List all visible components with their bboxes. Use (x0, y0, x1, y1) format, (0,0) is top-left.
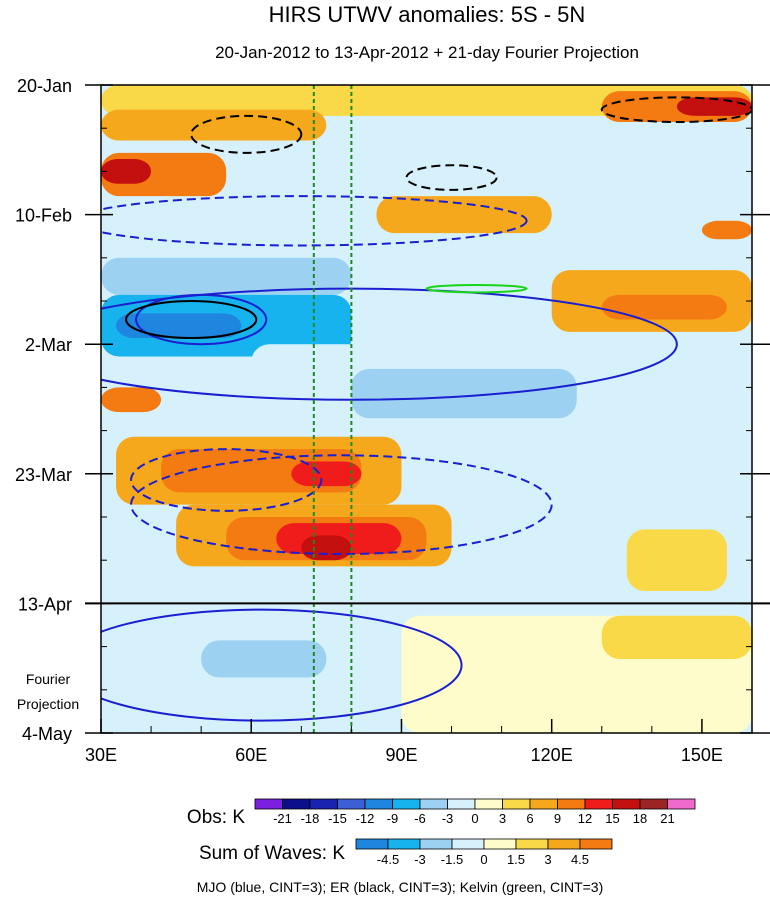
x-tick-label: 60E (235, 745, 267, 765)
er-contour (190, 114, 303, 154)
colorbar-swatch (529, 798, 558, 810)
colorbar-swatch (557, 798, 586, 810)
anomaly-band (351, 368, 577, 419)
chart-subtitle: 20-Jan-2012 to 13-Apr-2012 + 21-day Four… (215, 43, 639, 62)
colorbar-swatch (254, 798, 283, 810)
anomaly-band (301, 535, 352, 561)
mjo-contour (135, 293, 268, 346)
colorbar-level-label: -15 (328, 811, 347, 826)
colorbar-level-label: 4.5 (571, 852, 589, 867)
projection-label-line2: Projection (17, 696, 79, 712)
colorbar-level-label: 18 (633, 811, 647, 826)
x-axis: 30E 60E 90E 120E 150E (85, 719, 723, 765)
colorbar-swatch (392, 798, 421, 810)
obs-colorbar-label: Obs: K (187, 807, 245, 828)
colorbar-swatch (282, 798, 311, 810)
er-contour (125, 300, 258, 340)
mjo-contour (130, 448, 323, 512)
colorbar-swatch (337, 798, 366, 810)
y-tick-label: 13-Apr (18, 594, 72, 614)
colorbar-level-label: 3 (499, 811, 506, 826)
reference-longitudes (312, 85, 353, 733)
colorbar-level-label: 0 (471, 811, 478, 826)
plot-frame (100, 84, 753, 734)
colorbar-level-label: -18 (301, 811, 320, 826)
anomaly-band (101, 85, 752, 116)
colorbar-swatch (364, 798, 393, 810)
colorbar-level-label: -21 (273, 811, 292, 826)
anomaly-band (676, 97, 752, 116)
y-tick-label: 23-Mar (15, 465, 72, 485)
colorbar-level-label: -4.5 (377, 852, 399, 867)
colorbar-swatch (447, 798, 476, 810)
plot-area: 30E 60E 90E 120E 150E 20-Jan 10-Feb 2-Mar 23-Ma… (15, 76, 770, 765)
anomaly-band (291, 461, 362, 487)
anomaly-band (101, 387, 162, 413)
y-tick-label: 2-Mar (25, 335, 72, 355)
waves-colorbar-label: Sum of Waves: K (199, 843, 345, 864)
colorbar-level-label: 21 (660, 811, 674, 826)
colorbar-swatch (612, 798, 641, 810)
colorbar-level-label: -3 (442, 811, 454, 826)
colorbar-swatch (451, 838, 485, 850)
colorbar-swatch (547, 838, 581, 850)
colorbar-level-label: 9 (554, 811, 561, 826)
colorbar-swatch (667, 798, 696, 810)
y-tick-label: 10-Feb (15, 206, 72, 226)
colorbar-swatch (639, 798, 668, 810)
colorbar-swatch (515, 838, 549, 850)
anomaly-band (101, 109, 327, 141)
projection-label-line1: Fourier (26, 671, 71, 687)
colorbar-level-label: 12 (578, 811, 592, 826)
anomaly-band (701, 220, 752, 240)
y-tick-label: 20-Jan (17, 76, 72, 96)
x-tick-label: 30E (85, 745, 117, 765)
colorbar-level-label: 3 (544, 852, 551, 867)
colorbar-level-label: 1.5 (507, 852, 525, 867)
colorbar-level-label: -1.5 (441, 852, 463, 867)
kelvin-contour (425, 283, 528, 294)
mjo-contour (101, 195, 528, 247)
colorbar-swatch (502, 798, 531, 810)
colorbar-level-label: -12 (356, 811, 375, 826)
colorbar-swatch (419, 838, 453, 850)
er-contour (405, 164, 498, 191)
mjo-contour (130, 454, 553, 556)
anomaly-band (116, 313, 242, 339)
colorbar-swatch (483, 838, 517, 850)
colorbar-swatch (355, 838, 389, 850)
x-tick-label: 120E (531, 745, 573, 765)
anomaly-band (201, 640, 327, 678)
colorbar-level-label: -3 (414, 852, 426, 867)
colorbar-level-label: -9 (387, 811, 399, 826)
anomaly-band (376, 196, 552, 234)
colorbar-level-label: 6 (526, 811, 533, 826)
anomaly-band (101, 257, 352, 295)
y-tick-label: 4-May (22, 724, 72, 744)
colorbar-swatch (579, 838, 613, 850)
anomaly-band (626, 529, 727, 592)
colorbar-swatch (584, 798, 613, 810)
y-axis: 20-Jan 10-Feb 2-Mar 23-Mar 13-Apr 4-May (15, 76, 770, 744)
colorbar-swatch (474, 798, 503, 810)
chart-title: HIRS UTWV anomalies: 5S - 5N (269, 2, 586, 27)
anomaly-field (101, 85, 752, 733)
anomaly-band (601, 294, 727, 320)
x-tick-label: 90E (385, 745, 417, 765)
colorbar-level-label: -6 (414, 811, 426, 826)
mjo-contour (101, 608, 463, 722)
obs-colorbar: -21 -18 -15 -12 -9 -6 -3 0 3 6 9 12 15 18 21 (254, 798, 696, 826)
x-tick-label: 150E (681, 745, 723, 765)
colorbar-swatch (419, 798, 448, 810)
colorbar-swatch (387, 838, 421, 850)
colorbar-level-label: 15 (605, 811, 619, 826)
er-contour (600, 96, 752, 124)
anomaly-band (101, 159, 152, 184)
colorbar-swatch (309, 798, 338, 810)
colorbar-level-label: 0 (480, 852, 487, 867)
waves-colorbar: -4.5 -3 -1.5 0 1.5 3 4.5 (355, 838, 613, 867)
anomaly-band (601, 615, 752, 659)
chart-footer: MJO (blue, CINT=3); ER (black, CINT=3); … (197, 879, 604, 895)
